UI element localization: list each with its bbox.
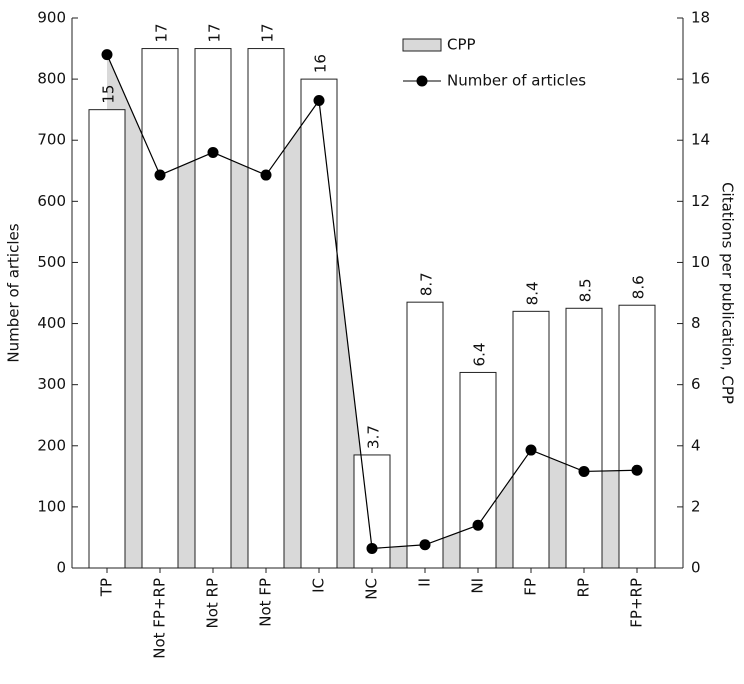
marker (154, 169, 166, 181)
data-label: 8.7 (418, 272, 436, 296)
legend-swatch (402, 38, 442, 52)
data-label: 16 (312, 54, 330, 73)
y2-axis-title: Citations per publication, CPP (719, 182, 737, 404)
area (107, 54, 637, 568)
legend-label: Number of articles (447, 72, 586, 90)
data-label: 17 (206, 23, 224, 42)
y2-tick-label: 0 (691, 559, 701, 577)
marker (101, 49, 113, 61)
data-label: 6.4 (471, 343, 489, 367)
y2-tick-label: 6 (691, 375, 701, 393)
bar (300, 78, 338, 569)
x-tick-label: RP (575, 578, 593, 597)
bar (88, 109, 126, 569)
x-tick-label: FP+RP (628, 578, 646, 628)
x-tick-label: II (416, 578, 434, 587)
x-tick-label: TP (98, 578, 116, 597)
legend-label: CPP (447, 36, 476, 54)
y2-tick-label: 8 (691, 314, 701, 332)
x-tick-label: NI (469, 578, 487, 594)
x-tick-label: Not FP (257, 578, 275, 627)
x-tick-label: NC (363, 578, 381, 600)
x-tick-label: Not FP+RP (151, 578, 169, 659)
data-label: 8.4 (524, 281, 542, 305)
bar (512, 310, 550, 569)
y2-tick-label: 4 (691, 436, 701, 454)
y2-tick-label: 18 (691, 9, 710, 27)
y-tick-label: 0 (56, 559, 66, 577)
bar (141, 48, 179, 569)
data-label: 15 (100, 85, 118, 104)
marker (366, 542, 378, 554)
y-tick-label: 600 (37, 192, 66, 210)
y-tick-label: 300 (37, 375, 66, 393)
y-tick-label: 200 (37, 436, 66, 454)
y2-tick-label: 14 (691, 131, 710, 149)
marker (472, 519, 484, 531)
marker (207, 146, 219, 158)
marker (631, 464, 643, 476)
y-tick-label: 500 (37, 253, 66, 271)
bar (247, 48, 285, 569)
data-label: 17 (153, 23, 171, 42)
y-tick-label: 400 (37, 314, 66, 332)
legend-marker (416, 75, 428, 87)
data-label: 17 (259, 23, 277, 42)
marker (419, 539, 431, 551)
y2-tick-label: 2 (691, 497, 701, 515)
x-tick-label: IC (310, 578, 328, 593)
y-tick-label: 700 (37, 131, 66, 149)
data-label: 8.5 (577, 278, 595, 302)
y2-tick-label: 16 (691, 70, 710, 88)
y-tick-label: 900 (37, 9, 66, 27)
data-label: 3.7 (365, 425, 383, 449)
x-tick-label: Not RP (204, 578, 222, 629)
y-axis-title: Number of articles (5, 223, 23, 362)
bar (194, 48, 232, 569)
marker (260, 169, 272, 181)
marker (313, 95, 325, 106)
bar (618, 304, 656, 569)
marker (578, 465, 590, 477)
x-tick-label: FP (522, 578, 540, 596)
bar (406, 301, 444, 569)
data-label: 8.6 (630, 275, 648, 299)
y-tick-label: 100 (37, 497, 66, 515)
y2-tick-label: 10 (691, 253, 710, 271)
marker (525, 444, 537, 456)
bar (459, 371, 497, 569)
y2-tick-label: 12 (691, 192, 710, 210)
y-tick-label: 800 (37, 70, 66, 88)
bar (565, 307, 603, 569)
